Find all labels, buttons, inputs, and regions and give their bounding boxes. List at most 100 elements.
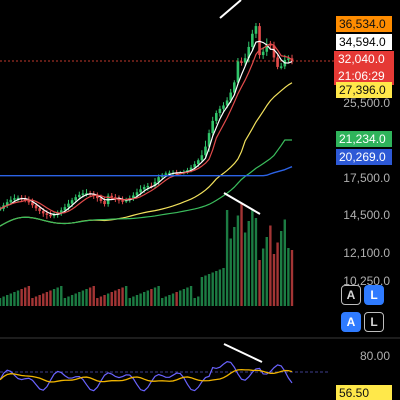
volume-bar <box>269 225 272 306</box>
price-label-34594: 34,594.0 <box>336 34 392 50</box>
candle-body <box>5 202 9 206</box>
candle-body <box>251 33 254 47</box>
candle-body <box>222 105 225 109</box>
volume-bar <box>240 204 243 306</box>
volume-bar <box>110 292 113 306</box>
volume-bar <box>287 248 290 306</box>
candle-body <box>9 199 13 203</box>
volume-bar <box>27 286 31 306</box>
candle-body <box>287 58 290 60</box>
candle-body <box>41 211 45 214</box>
candle-body <box>193 164 196 168</box>
volume-bar <box>211 272 214 306</box>
volume-bar <box>114 290 117 306</box>
volume-bar <box>92 286 95 306</box>
ma-green-line <box>0 139 292 227</box>
candle-body <box>164 173 168 175</box>
candle-body <box>74 197 78 201</box>
candle-body <box>168 172 171 175</box>
candle-body <box>99 198 103 202</box>
volume-bar <box>179 290 182 306</box>
volume-bar <box>124 286 128 306</box>
trendline-price <box>219 0 242 19</box>
volume-bar <box>261 248 265 306</box>
volume-bar <box>81 290 85 306</box>
volume-bar <box>34 296 38 306</box>
volume-bar <box>45 292 49 306</box>
volume-bar <box>60 286 63 306</box>
price-label-27396: 27,396.0 <box>336 82 392 98</box>
candle-body <box>233 82 236 93</box>
price-label-32040: 32,040.0 21:06:29 <box>334 51 394 85</box>
candle-body <box>103 201 106 205</box>
volume-bar <box>279 231 283 306</box>
candle-body <box>186 170 189 172</box>
annotation-lines <box>219 0 261 215</box>
price-label-36534: 36,534.0 <box>336 16 392 32</box>
volume-bar <box>121 287 124 306</box>
candle-body <box>16 197 20 200</box>
volume-bar <box>96 298 99 306</box>
candle-body <box>240 61 243 63</box>
volume-bar <box>24 287 27 306</box>
rsi-average-line <box>0 368 293 383</box>
volume-bar <box>225 210 229 306</box>
candle-body <box>269 44 272 46</box>
candle-body <box>279 66 283 68</box>
volume-bar <box>142 292 146 306</box>
volume-bar <box>251 209 254 306</box>
price-label-32040-top: 32,040.0 <box>338 52 385 66</box>
candle-body <box>114 197 117 199</box>
volume-bar <box>243 232 247 306</box>
price-tick-2: 17,500.0 <box>343 171 390 185</box>
candle-body <box>272 45 276 58</box>
candle-body <box>214 113 218 121</box>
candle-body <box>261 51 265 56</box>
auto-scale-button[interactable]: A <box>341 285 361 305</box>
candle-body <box>157 177 160 182</box>
volume-bar <box>9 293 13 306</box>
candle-body <box>49 214 52 217</box>
volume-bar <box>38 295 41 306</box>
volume-bar <box>31 298 34 306</box>
volume-bar <box>150 289 153 306</box>
candle-body <box>27 199 31 203</box>
rsi-log-button[interactable]: L <box>364 312 384 332</box>
rsi-auto-button[interactable]: A <box>341 312 361 332</box>
candle-body <box>276 57 279 67</box>
log-scale-button[interactable]: L <box>364 285 384 305</box>
volume-bar <box>70 295 74 306</box>
candle-body <box>236 61 240 83</box>
candle-body <box>34 205 38 209</box>
candle-body <box>204 146 207 156</box>
volume-bar <box>88 287 92 306</box>
volume-bar <box>182 289 186 306</box>
candle-body <box>45 213 49 215</box>
candle-body <box>218 108 222 114</box>
volume-bar <box>236 215 240 306</box>
volume-bar <box>2 296 5 306</box>
trendline-rsi <box>223 343 263 363</box>
volume-bar <box>189 286 193 306</box>
volume-bar <box>67 296 70 306</box>
rsi-lines <box>0 361 293 392</box>
candle-body <box>124 200 128 202</box>
volume-bar <box>186 287 189 306</box>
candle-body <box>265 44 269 52</box>
volume-bar <box>218 269 222 306</box>
volume-bar <box>200 277 204 306</box>
main-pane-bg <box>0 0 400 340</box>
candle-body <box>207 133 211 147</box>
candle-body <box>121 200 124 202</box>
candle-body <box>200 155 204 161</box>
candle-body <box>211 120 214 134</box>
volume-bar <box>171 293 175 306</box>
volume-bar <box>13 292 16 306</box>
volume-bar <box>272 254 276 306</box>
candle-body <box>243 58 247 63</box>
candle-body <box>56 212 59 215</box>
candle-body <box>225 100 229 106</box>
volume-bar <box>132 296 135 306</box>
ma-white-line <box>0 40 293 216</box>
